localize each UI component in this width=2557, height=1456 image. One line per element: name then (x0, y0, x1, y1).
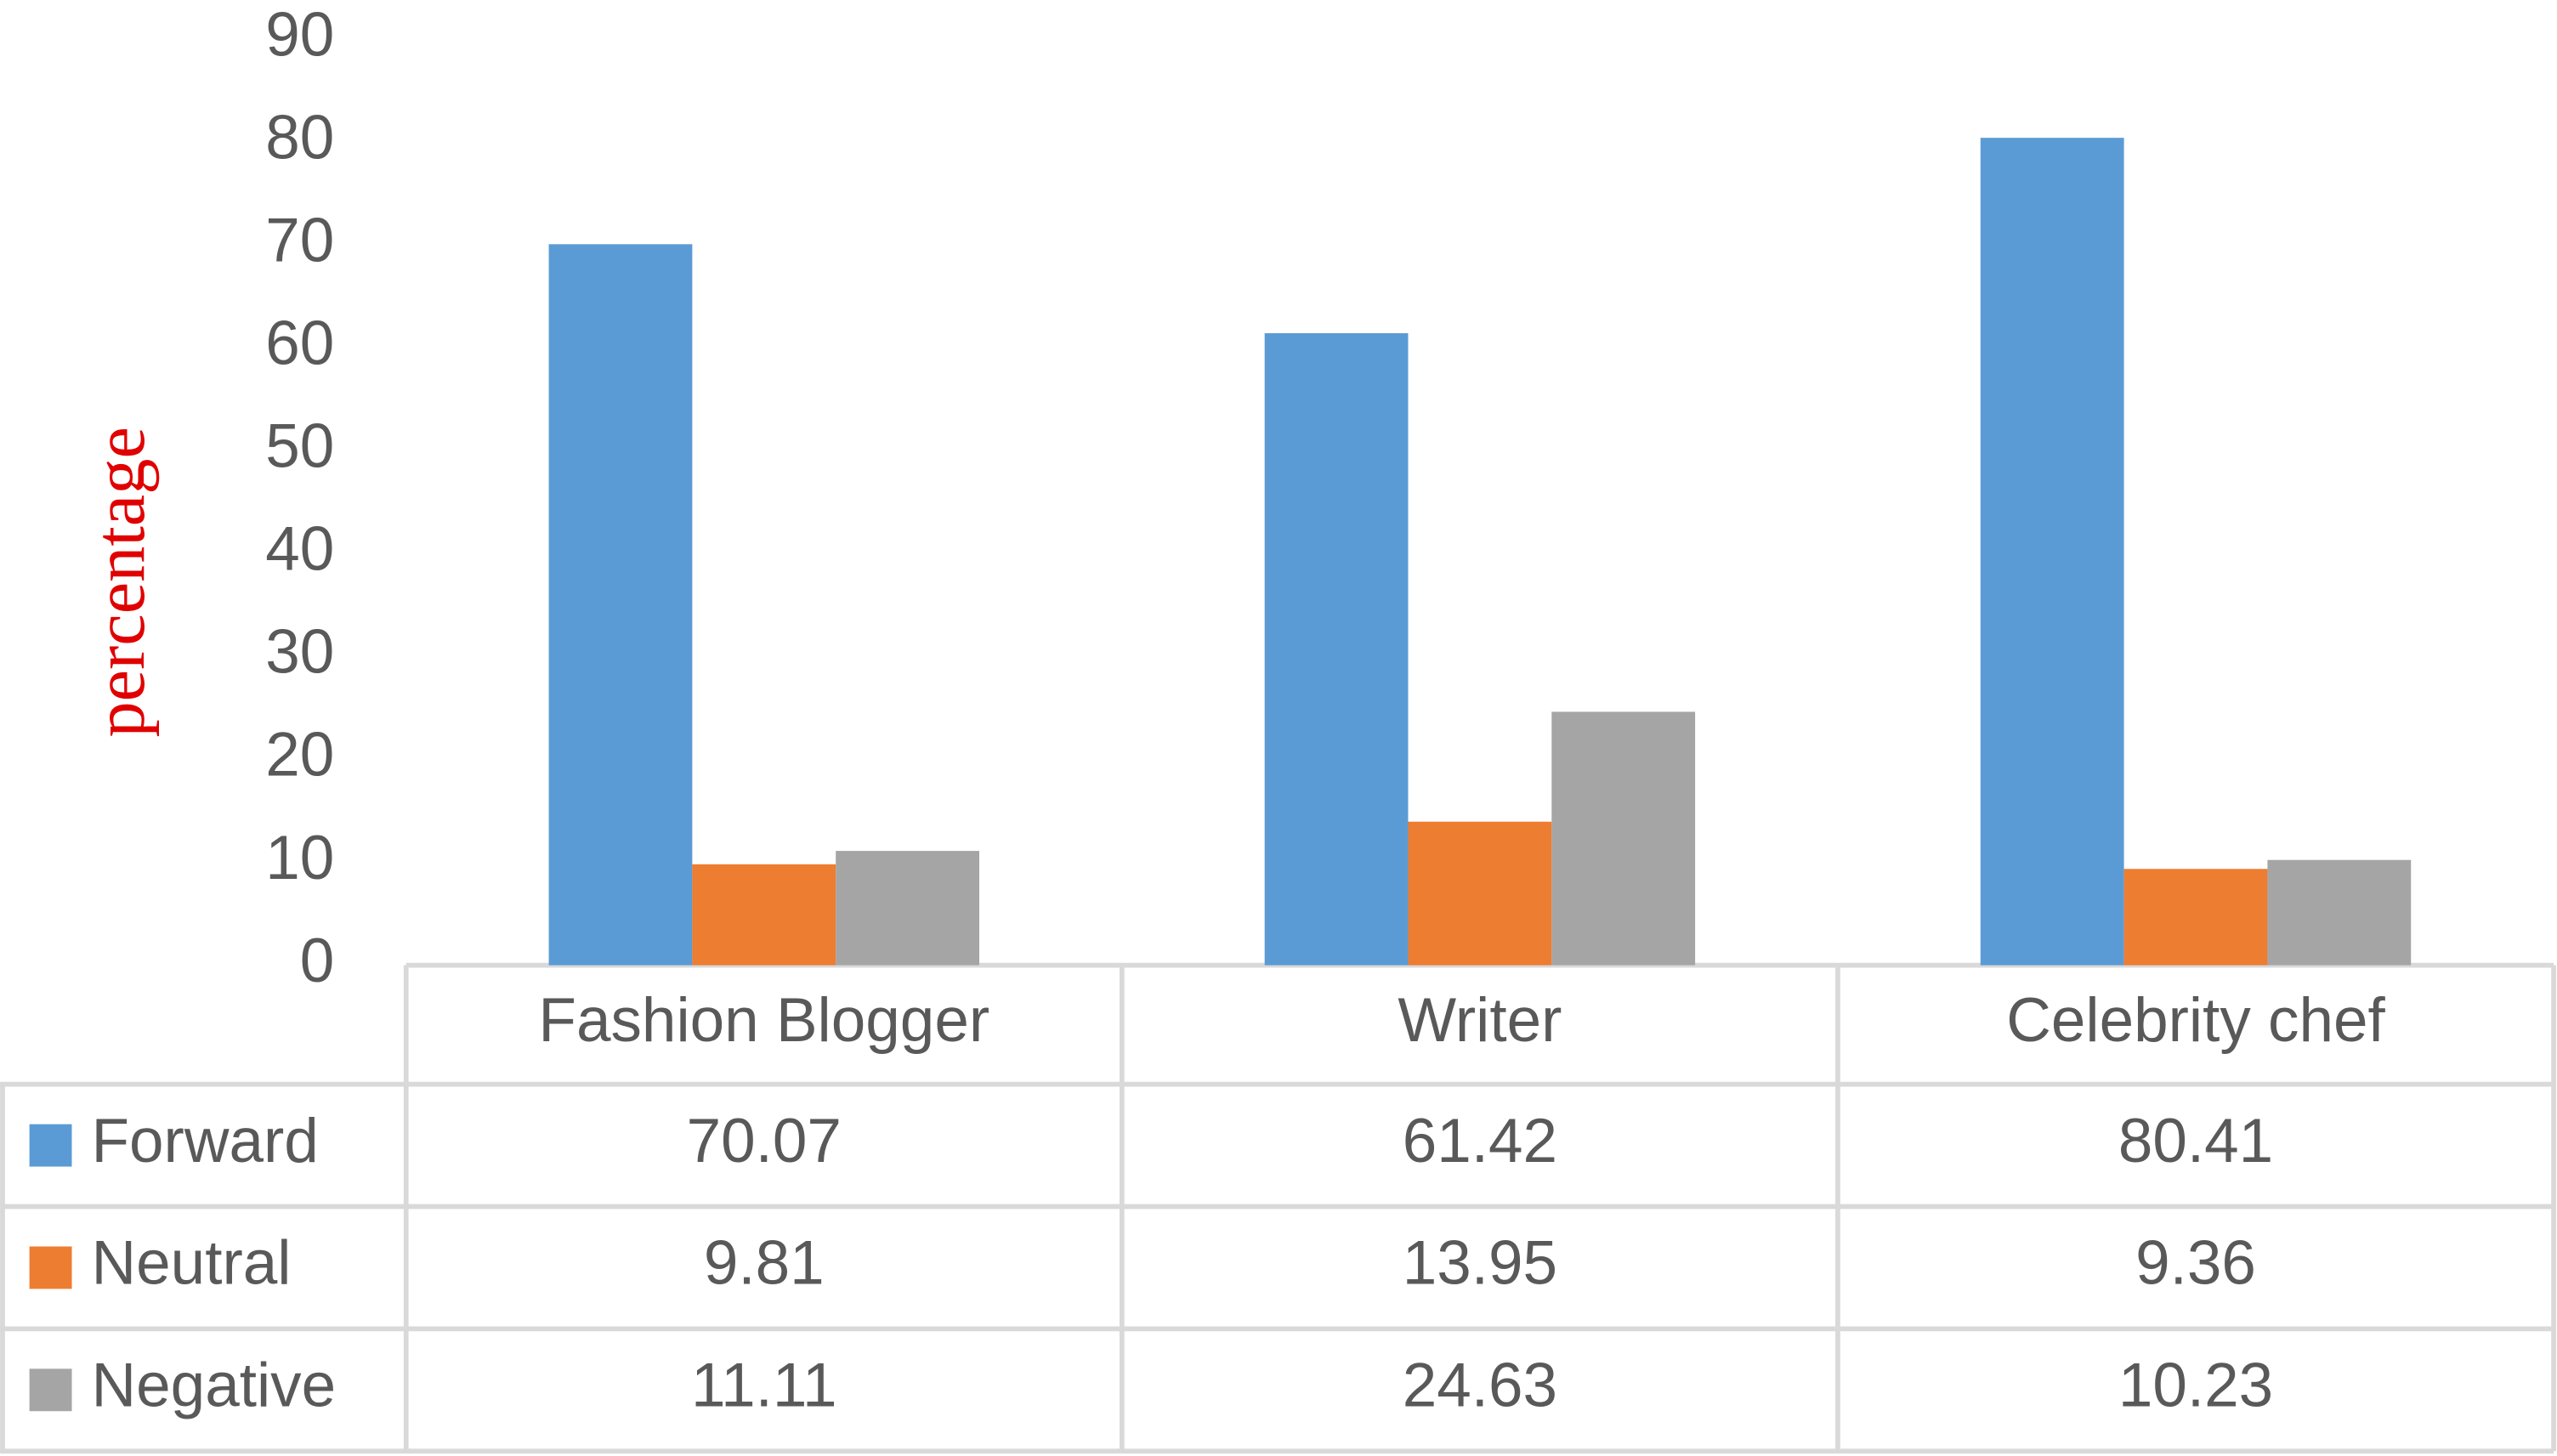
table-value: 13.95 (1403, 1229, 1557, 1298)
legend-label: Negative (92, 1351, 337, 1420)
table-value: 61.42 (1403, 1107, 1557, 1176)
y-tick-label: 90 (265, 0, 334, 69)
legend-swatch (29, 1124, 72, 1167)
table-value: 9.81 (704, 1229, 825, 1298)
y-tick-label: 20 (265, 721, 334, 790)
bar (1551, 711, 1696, 966)
bar (2267, 859, 2412, 966)
y-tick-label: 10 (265, 824, 334, 892)
bar (2123, 869, 2268, 966)
legend-label: Neutral (92, 1229, 292, 1298)
y-tick-label: 0 (300, 926, 335, 995)
legend-swatch (29, 1368, 72, 1412)
table-value: 70.07 (687, 1107, 842, 1176)
bar (1264, 333, 1409, 966)
y-tick-label: 80 (265, 103, 334, 172)
x-tick-label: Fashion Blogger (538, 986, 989, 1055)
table-value: 24.63 (1403, 1351, 1557, 1420)
table-value: 9.36 (2135, 1229, 2256, 1298)
bar (836, 851, 980, 966)
table-value: 80.41 (2118, 1107, 2273, 1176)
bar (548, 244, 693, 966)
table-value: 10.23 (2118, 1351, 2273, 1420)
table-value: 11.11 (691, 1351, 837, 1420)
bar (1980, 138, 2124, 966)
bar (1408, 821, 1552, 966)
y-tick-label: 30 (265, 618, 334, 687)
x-tick-label: Celebrity chef (2006, 986, 2385, 1055)
y-axis-label: percentage (81, 427, 160, 737)
bar (692, 864, 836, 966)
y-tick-label: 70 (265, 206, 334, 275)
y-tick-label: 40 (265, 515, 334, 584)
legend-label: Forward (92, 1107, 319, 1176)
legend-swatch (29, 1246, 72, 1289)
y-tick-label: 50 (265, 412, 334, 481)
y-tick-label: 60 (265, 309, 334, 377)
x-tick-label: Writer (1398, 986, 1562, 1055)
